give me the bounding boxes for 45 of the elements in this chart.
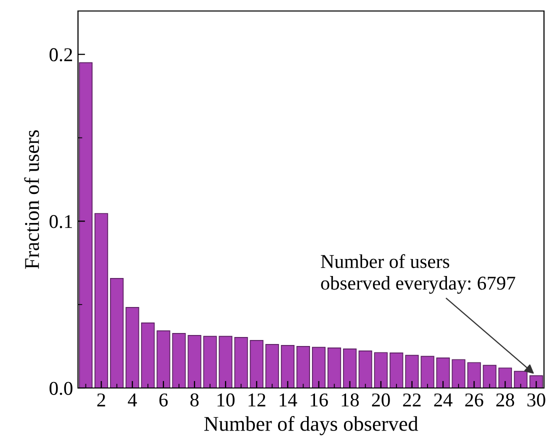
bar [296, 346, 310, 388]
bar [358, 350, 372, 388]
y-tick-label: 0.0 [50, 382, 72, 396]
bar [498, 368, 512, 388]
x-tick-label: 24 [434, 393, 452, 406]
y-tick-label: 0.2 [50, 48, 72, 62]
x-tick-label: 16 [310, 393, 328, 407]
bar [126, 307, 140, 388]
x-tick-label: 30 [527, 393, 546, 407]
bar [218, 336, 232, 388]
y-axis-title: Fraction of users [24, 130, 40, 269]
bar [514, 370, 528, 388]
x-tick-label: 12 [248, 393, 266, 406]
x-tick-label: 20 [372, 393, 390, 407]
x-tick-label: 6 [159, 393, 168, 407]
x-axis-title: Number of days observed [204, 416, 418, 436]
bar [156, 330, 170, 388]
bar [374, 352, 388, 388]
bar [110, 278, 124, 388]
bar [482, 364, 496, 388]
x-tick-label: 22 [403, 393, 421, 406]
bar [265, 344, 279, 388]
bar [529, 375, 544, 388]
x-tick-label: 14 [280, 394, 298, 406]
bar [343, 348, 357, 388]
bar [234, 337, 248, 388]
bar [280, 345, 294, 388]
x-tick-label: 28 [496, 393, 514, 407]
bar [452, 359, 466, 388]
bar [94, 213, 108, 388]
bar [141, 322, 155, 388]
bar [250, 340, 264, 388]
bar [78, 62, 93, 388]
x-tick-label: 26 [465, 393, 484, 407]
bar [328, 348, 342, 388]
x-tick-label: 8 [190, 393, 199, 407]
bar [467, 362, 481, 388]
bar [390, 352, 404, 388]
x-tick-label: 18 [342, 393, 359, 407]
bar [312, 346, 326, 388]
annotation: Number of users observed everyday: 6797 [320, 254, 516, 294]
y-tick-label: 0.1 [50, 215, 72, 228]
x-tick-label: 4 [128, 394, 137, 406]
x-tick-label: 10 [218, 393, 235, 407]
x-tick-label: 2 [97, 393, 106, 406]
